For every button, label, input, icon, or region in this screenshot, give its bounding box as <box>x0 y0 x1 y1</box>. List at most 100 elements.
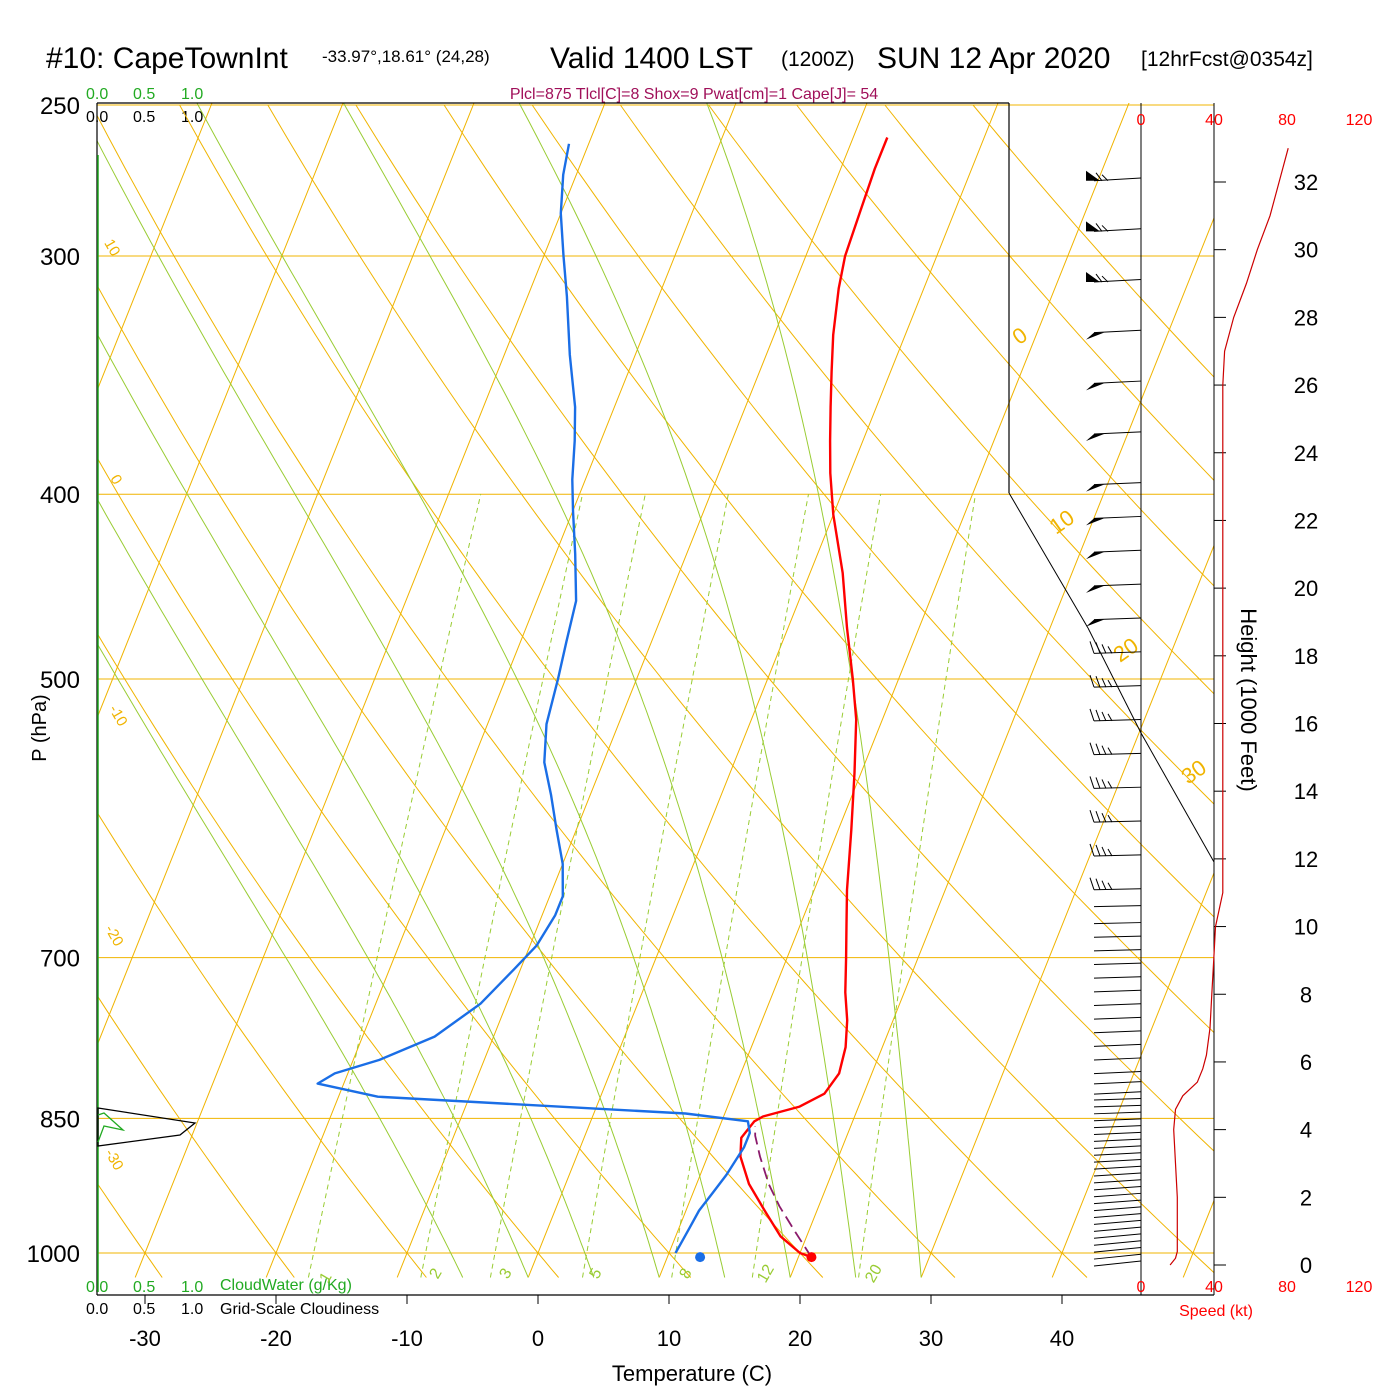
speed-tick-top: 0 <box>1137 112 1146 129</box>
height-tick-label: 12 <box>1294 847 1318 872</box>
wind-barb <box>1093 1030 1142 1034</box>
wind-speed-line <box>1169 148 1289 1266</box>
mixing-ratio-label: 20 <box>862 1262 886 1286</box>
surface-markers <box>695 1252 817 1263</box>
wind-barb <box>1093 1260 1142 1267</box>
cloudwater-tick-top-2: 1.0 <box>181 86 203 103</box>
valid-date: SUN 12 Apr 2020 <box>877 42 1110 75</box>
height-axis-label: Height (1000 Feet) <box>1236 608 1261 791</box>
height-tick-label: 0 <box>1300 1253 1312 1278</box>
series-temperature <box>739 137 889 1259</box>
valid-time: Valid 1400 LST <box>550 42 753 75</box>
cloud-profile <box>97 1107 197 1147</box>
wind-barb <box>1093 1070 1142 1075</box>
wind-barb <box>1093 1081 1142 1085</box>
wind-barb <box>1093 1111 1142 1115</box>
wind-barb <box>1089 674 1142 688</box>
wind-barb <box>1093 976 1142 979</box>
pressure-tick-label: 700 <box>40 946 80 973</box>
wind-barb <box>1093 1172 1142 1177</box>
wind-barb <box>1093 1199 1142 1205</box>
wind-barb <box>1086 221 1142 232</box>
temperature-tick-label: 0 <box>532 1326 544 1351</box>
mixing-ratio-label: 2 <box>427 1266 446 1282</box>
wind-barb <box>1086 431 1142 441</box>
wind-barb <box>1086 329 1142 340</box>
wind-barb <box>1093 989 1142 993</box>
cloudwater-tick-bottom-2: 1.0 <box>181 1279 203 1296</box>
station-coords: -33.97°,18.61° (24,28) <box>322 47 490 66</box>
cloudwater-tick-top-1: 0.5 <box>133 86 155 103</box>
wind-barb <box>1093 1219 1142 1225</box>
series-dewpoint <box>316 143 751 1254</box>
temperature-tick-label: -10 <box>391 1326 423 1351</box>
wind-barb <box>1086 515 1142 526</box>
wind-barb <box>1093 962 1142 966</box>
height-tick-label: 10 <box>1294 915 1318 940</box>
dry-adiabat-label: 10 <box>100 236 123 259</box>
wind-barb <box>1093 1253 1142 1260</box>
wind-barb <box>1093 1104 1142 1108</box>
speed-tick-top: 120 <box>1346 112 1373 129</box>
wind-barb <box>1093 1186 1142 1191</box>
pressure-tick-label: 500 <box>40 667 80 694</box>
pressure-tick-label: 400 <box>40 482 80 509</box>
wind-barb <box>1093 1233 1142 1239</box>
cloudwater-axis-label: CloudWater (g/Kg) <box>220 1277 352 1294</box>
height-tick-label: 26 <box>1294 373 1318 398</box>
speed-tick-top: 80 <box>1278 112 1296 129</box>
pressure-tick-label: 250 <box>40 93 80 120</box>
temperature-tick-label: 10 <box>657 1326 681 1351</box>
wind-barb <box>1089 641 1142 654</box>
cloudiness-tick-bottom-0: 0.0 <box>86 1301 108 1318</box>
wind-barb <box>1093 1016 1142 1020</box>
wind-barb <box>1093 1152 1142 1156</box>
wind-barb <box>1093 1165 1142 1170</box>
wind-barb <box>1093 905 1142 908</box>
wind-barb <box>1093 1057 1142 1061</box>
temperature-tick-label: -20 <box>260 1326 292 1351</box>
dry-adiabat-label: 0 <box>106 472 125 488</box>
surface-temperature-marker <box>806 1252 817 1263</box>
valid-utc: (1200Z) <box>781 48 855 71</box>
cloudiness-tick-bottom-2: 1.0 <box>181 1301 203 1318</box>
dry-adiabat-label: 0 <box>1008 322 1032 350</box>
wind-barb <box>1086 380 1142 391</box>
mixing-ratio-label: 12 <box>754 1262 778 1286</box>
speed-tick-bottom: 80 <box>1278 1279 1296 1296</box>
wind-barb <box>1086 482 1142 492</box>
wind-barb <box>1086 549 1142 560</box>
wind-barb <box>1089 877 1142 891</box>
height-tick-label: 22 <box>1294 508 1318 533</box>
dry-adiabat-label: -20 <box>101 922 127 949</box>
cloudiness-axis-label: Grid-Scale Cloudiness <box>220 1301 379 1318</box>
wind-barb <box>1093 1043 1142 1047</box>
wind-barb <box>1093 1240 1142 1246</box>
height-tick-label: 6 <box>1300 1050 1312 1075</box>
height-tick-label: 32 <box>1294 170 1318 195</box>
wind-barb <box>1093 1179 1142 1184</box>
pressure-tick-label: 850 <box>40 1106 80 1133</box>
cloudiness-tick-top-1: 0.5 <box>133 109 155 126</box>
mixing-ratio-label: 3 <box>497 1266 516 1282</box>
wind-barb <box>1093 935 1142 938</box>
station-title: #10: CapeTownInt <box>46 42 288 75</box>
wind-barb <box>1093 1131 1142 1136</box>
speed-axis-label: Speed (kt) <box>1179 1303 1253 1320</box>
height-tick-label: 28 <box>1294 305 1318 330</box>
height-tick-label: 4 <box>1300 1118 1312 1143</box>
wind-barb <box>1093 1003 1142 1006</box>
y-axis-label: P (hPa) <box>29 694 51 761</box>
temperature-tick-label: 40 <box>1050 1326 1074 1351</box>
wind-barb <box>1089 742 1142 756</box>
wind-barb <box>1086 272 1142 283</box>
wind-barb <box>1093 1138 1142 1142</box>
wind-barb <box>1089 776 1142 789</box>
wind-barb <box>1089 810 1142 823</box>
wind-barb <box>1093 949 1142 952</box>
wind-barb <box>1093 1246 1142 1253</box>
wind-barb <box>1093 1226 1142 1232</box>
background-lines <box>97 103 1214 1278</box>
